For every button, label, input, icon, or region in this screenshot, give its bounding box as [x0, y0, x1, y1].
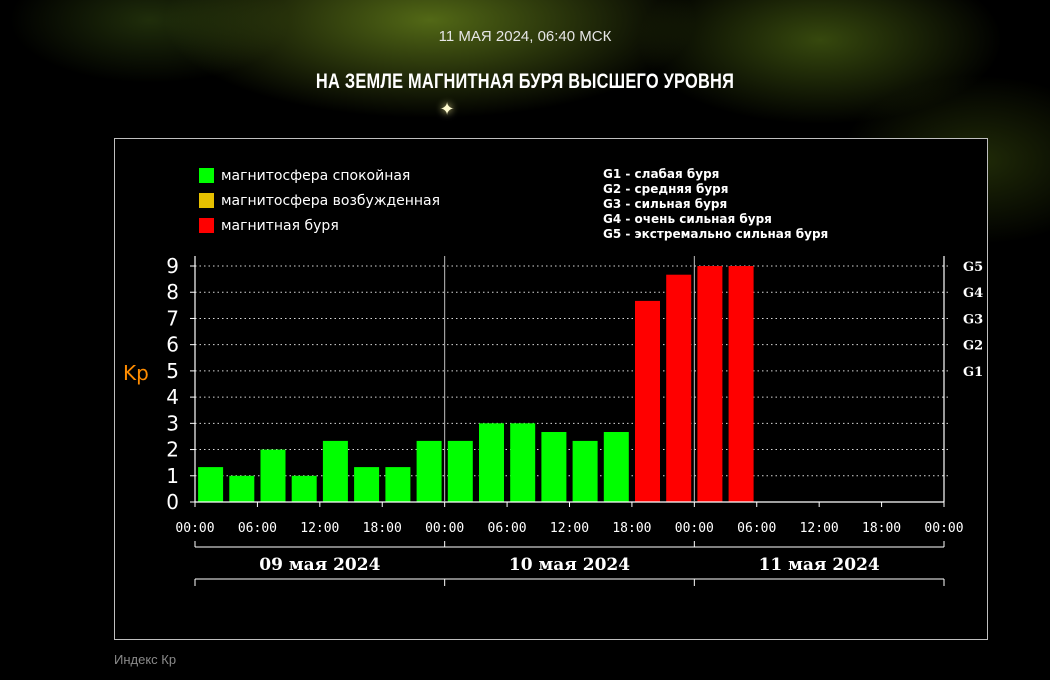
bar-7 [416, 440, 442, 502]
legend-swatch-excited [199, 193, 214, 208]
sparkle-icon: ✦ [439, 99, 455, 120]
x-tick-label: 18:00 [612, 521, 651, 536]
bar-14 [635, 300, 660, 502]
bar-0 [198, 467, 224, 502]
legend-swatch-storm [199, 218, 214, 233]
g-description-3: G3 - сильная буря [603, 197, 727, 211]
y-tick-label: 0 [166, 490, 179, 514]
y-tick-label: 6 [166, 333, 179, 357]
y-tick-label: 3 [166, 411, 179, 435]
x-tick-label: 12:00 [550, 521, 589, 536]
x-tick-label: 00:00 [175, 521, 214, 536]
x-tick-label: 12:00 [800, 521, 839, 536]
x-tick-label: 18:00 [363, 521, 402, 536]
g-description-2: G2 - средняя буря [603, 182, 728, 196]
bar-13 [603, 432, 629, 502]
chart-grid [195, 265, 950, 477]
bar-15 [666, 274, 692, 502]
y-tick-label: 4 [166, 385, 179, 409]
x-tick-label: 18:00 [862, 521, 901, 536]
x-tick-label: 06:00 [238, 521, 277, 536]
kp-chart-panel: магнитосфера спокойная магнитосфера возбу… [114, 138, 988, 640]
bar-9 [479, 423, 504, 502]
legend-swatch-calm [199, 168, 214, 183]
day-label: 11 мая 2024 [759, 555, 880, 575]
chart-legend: магнитосфера спокойная магнитосфера возбу… [199, 168, 440, 234]
page-title: НА ЗЕМЛЕ МАГНИТНАЯ БУРЯ ВЫСШЕГО УРОВНЯ [315, 70, 735, 93]
y-tick-label: 7 [166, 306, 179, 330]
x-tick-label: 06:00 [737, 521, 776, 536]
day-label: 10 мая 2024 [509, 555, 630, 575]
datetime-label: 11 МАЯ 2024, 06:40 МСК [438, 28, 612, 45]
y-tick-label: 5 [166, 359, 179, 383]
bar-5 [354, 467, 380, 502]
bar-12 [572, 440, 598, 502]
chart-axes [190, 256, 945, 586]
bar-11 [541, 432, 567, 502]
g-description-5: G5 - экстремально сильная буря [603, 227, 828, 241]
bar-10 [510, 423, 536, 502]
y-tick-label: 1 [166, 464, 179, 488]
x-tick-label: 12:00 [300, 521, 339, 536]
bar-17 [728, 266, 754, 502]
legend-label-calm: магнитосфера спокойная [221, 168, 410, 184]
bar-2 [260, 449, 286, 502]
x-tick-label: 00:00 [924, 521, 963, 536]
bar-6 [385, 467, 411, 502]
chart-caption: Индекс Кр [114, 652, 177, 667]
g-level-label: G4 [963, 286, 983, 301]
g-description-4: G4 - очень сильная буря [603, 212, 772, 226]
bar-8 [447, 440, 473, 502]
bar-4 [322, 440, 348, 502]
x-tick-label: 06:00 [488, 521, 527, 536]
bar-16 [697, 266, 723, 502]
g-level-label: G1 [963, 365, 983, 380]
y-axis-label: Kp [123, 361, 149, 385]
chart-bars [198, 266, 754, 502]
y-tick-label: 8 [166, 280, 179, 304]
y-tick-label: 9 [166, 254, 179, 278]
g-level-label: G2 [963, 339, 983, 354]
day-label: 09 мая 2024 [259, 555, 380, 575]
legend-label-excited: магнитосфера возбужденная [221, 193, 440, 209]
bar-1 [229, 475, 255, 502]
g-level-label: G5 [963, 260, 983, 275]
kp-chart: магнитосфера спокойная магнитосфера возбу… [123, 167, 983, 586]
bar-3 [291, 475, 317, 502]
g-level-label: G3 [963, 312, 983, 327]
y-tick-label: 2 [166, 438, 179, 462]
x-tick-label: 00:00 [425, 521, 464, 536]
x-tick-label: 00:00 [675, 521, 714, 536]
g-description-1: G1 - слабая буря [603, 167, 719, 181]
legend-label-storm: магнитная буря [221, 218, 339, 234]
